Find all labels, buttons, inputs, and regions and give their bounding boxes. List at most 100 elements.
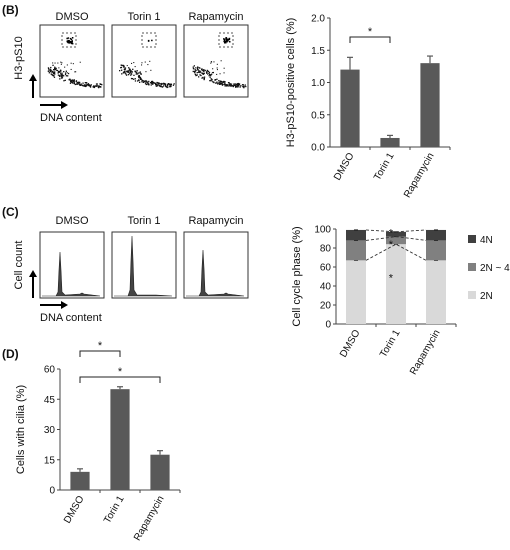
scatter-dot <box>97 85 99 87</box>
scatter-dot <box>163 85 165 87</box>
x-tick-label-torin-1: Torin 1 <box>378 328 403 360</box>
scatter-dot <box>60 69 62 72</box>
scatter-dot <box>134 78 136 80</box>
histo-y-label-c: Cell count <box>13 241 25 290</box>
scatter-dot <box>75 83 78 85</box>
scatter-dot <box>167 86 169 88</box>
scatter-dot <box>221 81 223 83</box>
scatter-dot <box>221 84 224 86</box>
scatter-dot <box>48 70 50 72</box>
bar-chart-h3ps10: 0.0 0.5 1.0 1.5 2.0 DMSO Torin 1 Rapamycin H3-pS… <box>285 14 451 200</box>
scatter-dot <box>138 72 140 74</box>
scatter-dot <box>132 68 134 70</box>
scatter-dot <box>163 82 165 84</box>
scatter-dot <box>233 83 235 85</box>
x-tick-label-dmso: DMSO <box>338 328 363 360</box>
scatter-dot <box>70 68 72 70</box>
scatter-dot <box>163 83 165 85</box>
y-tick-label: 0 <box>49 486 55 497</box>
scatter-dot <box>78 81 80 83</box>
scatter-dot <box>199 67 201 69</box>
legend-label-2n-4n: 2N ~ 4N <box>480 263 510 274</box>
scatter-dot <box>235 83 237 85</box>
significance-star: * <box>368 26 373 38</box>
scatter-dot <box>238 83 240 85</box>
scatter-dot <box>77 83 79 85</box>
scatter-dot <box>60 74 62 76</box>
gate-dot <box>227 38 230 41</box>
scatter-dot <box>133 62 135 64</box>
scatter-dot <box>50 69 52 71</box>
scatter-dot <box>99 86 102 88</box>
scatter-dot <box>52 62 54 64</box>
scatter-dot <box>164 84 166 86</box>
scatter-dot <box>134 66 136 68</box>
scatter-dot <box>155 85 157 87</box>
connector-line <box>365 236 427 241</box>
scatter-dot <box>131 73 133 75</box>
scatter-dot <box>151 82 153 84</box>
histo-title-rapamycin: Rapamycin <box>188 215 243 227</box>
x-tick-label-rapamycin: Rapamycin <box>132 494 167 543</box>
scatter-dot <box>54 73 56 75</box>
flow-plots-b: DMSO Torin 1 Rapamycin H3-pS10 DNA conte… <box>13 11 249 124</box>
scatter-dot <box>156 84 158 86</box>
flow-title-rapamycin: Rapamycin <box>188 11 243 23</box>
histogram-torin <box>114 235 173 297</box>
scatter-dot <box>220 60 222 62</box>
scatter-dot <box>170 84 172 86</box>
scatter-dot <box>151 81 153 83</box>
scatter-dot <box>242 84 244 86</box>
scatter-rapamycin <box>192 37 247 89</box>
x-tick-label-dmso: DMSO <box>62 494 87 526</box>
scatter-dot <box>71 79 73 82</box>
scatter-dot <box>58 71 61 73</box>
scatter-dot <box>197 67 199 69</box>
legend-label-2n: 2N <box>480 291 493 302</box>
scatter-dot <box>235 86 237 88</box>
gate-dot <box>71 42 74 45</box>
scatter-dot <box>60 72 62 74</box>
scatter-dot <box>139 78 142 80</box>
gate-dot <box>147 40 150 42</box>
scatter-dot <box>66 72 68 74</box>
scatter-dot <box>63 80 65 82</box>
scatter-dot <box>203 77 205 80</box>
gate-dot <box>71 41 73 43</box>
scatter-dot <box>48 68 50 70</box>
scatter-dot <box>202 73 204 75</box>
scatter-dot <box>143 80 145 82</box>
scatter-dot <box>90 84 92 86</box>
histogram-plots-c: DMSO Torin 1 Rapamycin Cell count DNA co… <box>13 215 249 324</box>
scatter-dot <box>237 86 239 88</box>
scatter-dot <box>157 82 159 84</box>
y-axis-label: H3-pS10-positive cells (%) <box>285 18 297 148</box>
scatter-dot <box>166 84 169 87</box>
scatter-dot <box>130 74 132 76</box>
gate-dot <box>225 37 228 40</box>
scatter-dot <box>120 66 123 69</box>
scatter-dot <box>128 67 130 69</box>
scatter-dot <box>58 71 60 73</box>
scatter-dot <box>166 86 168 89</box>
scatter-dot <box>172 84 175 86</box>
scatter-dot <box>61 74 64 76</box>
scatter-dot <box>167 83 170 85</box>
scatter-dot <box>76 82 78 84</box>
scatter-dot <box>201 68 203 71</box>
gate-dot <box>66 37 68 40</box>
significance-bracket <box>79 376 161 383</box>
scatter-dot <box>194 71 196 73</box>
scatter-dot <box>125 71 127 73</box>
scatter-dot <box>227 85 229 87</box>
gate-dot <box>224 38 226 41</box>
scatter-dot <box>128 70 130 72</box>
scatter-dot <box>222 81 225 83</box>
scatter-dot <box>198 70 200 72</box>
scatter-dot <box>194 70 197 72</box>
scatter-dot <box>223 83 225 86</box>
scatter-dot <box>73 82 75 84</box>
scatter-dot <box>73 80 75 82</box>
